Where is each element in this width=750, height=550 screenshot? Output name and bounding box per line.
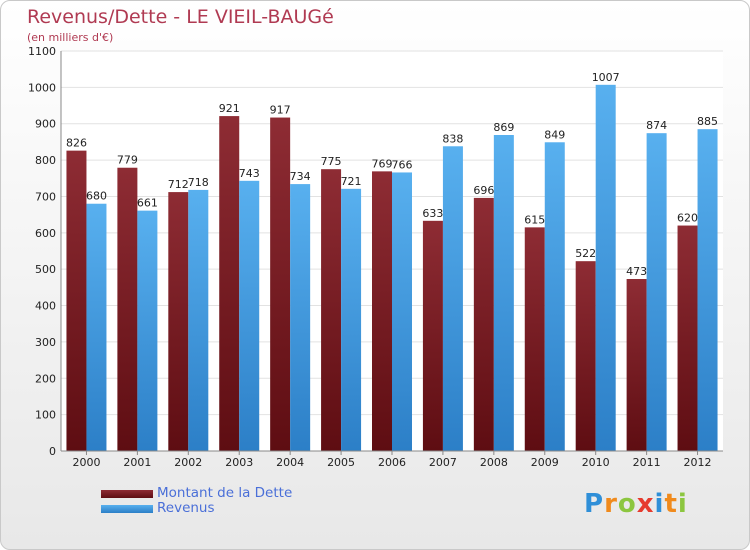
bar-debt xyxy=(422,220,443,451)
data-label-revenue: 661 xyxy=(137,197,158,210)
data-label-revenue: 734 xyxy=(290,170,311,183)
y-tick-label: 100 xyxy=(35,409,56,422)
y-tick-label: 0 xyxy=(49,445,56,458)
y-tick-label: 800 xyxy=(35,154,56,167)
proxiti-logo: Proxiti xyxy=(584,489,688,519)
data-label-debt: 620 xyxy=(677,212,698,225)
bar-debt xyxy=(66,150,87,452)
bar-debt xyxy=(270,117,291,451)
y-tick-label: 400 xyxy=(35,300,56,313)
x-tick-label: 2003 xyxy=(225,456,253,469)
x-tick-label: 2009 xyxy=(531,456,559,469)
bar-revenue xyxy=(86,203,107,451)
y-tick-label: 200 xyxy=(35,372,56,385)
x-tick-label: 2007 xyxy=(429,456,457,469)
data-label-debt: 826 xyxy=(66,137,87,150)
data-label-debt: 921 xyxy=(219,102,240,115)
y-tick-label: 500 xyxy=(35,263,56,276)
chart-subtitle: (en milliers d'€) xyxy=(27,31,114,44)
y-tick-label: 900 xyxy=(35,118,56,131)
data-label-debt: 775 xyxy=(321,155,342,168)
data-label-revenue: 869 xyxy=(493,121,514,134)
bar-debt xyxy=(473,197,494,451)
x-tick-label: 2010 xyxy=(582,456,610,469)
data-label-debt: 917 xyxy=(270,104,291,117)
legend-swatch-revenue xyxy=(101,505,153,513)
bar-debt xyxy=(321,169,342,451)
data-label-revenue: 849 xyxy=(544,128,565,141)
data-label-revenue: 743 xyxy=(239,167,260,180)
data-label-revenue: 838 xyxy=(442,132,463,145)
y-tick-label: 700 xyxy=(35,190,56,203)
y-tick-label: 600 xyxy=(35,227,56,240)
y-tick-label: 1100 xyxy=(28,45,56,58)
chart-title: Revenus/Dette - LE VIEIL-BAUGé xyxy=(27,6,334,28)
y-tick-label: 1000 xyxy=(28,81,56,94)
bar-revenue xyxy=(290,184,311,451)
bar-revenue xyxy=(239,180,260,451)
data-label-debt: 769 xyxy=(372,157,393,170)
logo-letter: o xyxy=(617,489,637,519)
bar-revenue xyxy=(392,172,412,452)
bar-debt xyxy=(626,279,647,451)
x-tick-label: 2006 xyxy=(378,456,406,469)
data-label-revenue: 718 xyxy=(188,176,209,189)
data-label-debt: 696 xyxy=(473,184,494,197)
bar-debt xyxy=(677,225,698,451)
logo-letter: r xyxy=(604,489,618,519)
bar-debt xyxy=(117,167,138,451)
data-label-revenue: 766 xyxy=(392,158,413,171)
logo-letter: P xyxy=(584,489,605,519)
bar-debt xyxy=(372,171,392,451)
bar-revenue xyxy=(341,188,362,451)
legend-label-debt: Montant de la Dette xyxy=(157,485,293,501)
x-tick-label: 2012 xyxy=(684,456,712,469)
bar-debt xyxy=(575,261,596,451)
bar-revenue xyxy=(493,135,514,451)
data-label-debt: 779 xyxy=(117,154,138,167)
logo-letter: i xyxy=(677,489,688,519)
x-tick-label: 2008 xyxy=(480,456,508,469)
data-label-debt: 712 xyxy=(168,178,189,191)
logo-letter: i xyxy=(654,489,665,519)
y-tick-label: 300 xyxy=(35,336,56,349)
x-tick-label: 2005 xyxy=(327,456,355,469)
data-label-debt: 633 xyxy=(422,207,443,220)
data-label-debt: 473 xyxy=(626,265,647,278)
data-label-revenue: 874 xyxy=(646,119,667,132)
x-tick-label: 2011 xyxy=(633,456,661,469)
data-label-revenue: 680 xyxy=(86,190,107,203)
logo-letter: x xyxy=(636,489,655,519)
bar-debt xyxy=(168,192,189,451)
data-label-revenue: 1007 xyxy=(592,71,620,84)
bar-revenue xyxy=(544,142,565,452)
bar-revenue xyxy=(137,210,158,451)
bar-revenue xyxy=(442,146,463,452)
data-label-debt: 522 xyxy=(575,247,596,260)
logo-letter: t xyxy=(664,489,678,519)
data-label-revenue: 885 xyxy=(697,115,718,128)
legend-label-revenue: Revenus xyxy=(157,500,215,516)
bar-revenue xyxy=(697,129,718,451)
x-tick-label: 2004 xyxy=(276,456,304,469)
bar-revenue xyxy=(595,84,616,452)
bar-revenue xyxy=(646,133,667,451)
x-tick-label: 2000 xyxy=(72,456,100,469)
bar-revenue xyxy=(188,189,209,451)
x-tick-label: 2002 xyxy=(174,456,202,469)
x-tick-label: 2001 xyxy=(123,456,151,469)
bar-debt xyxy=(219,116,240,451)
legend-swatch-debt xyxy=(101,490,153,498)
data-label-debt: 615 xyxy=(524,213,545,226)
data-label-revenue: 721 xyxy=(341,175,362,188)
bar-debt xyxy=(524,227,545,451)
